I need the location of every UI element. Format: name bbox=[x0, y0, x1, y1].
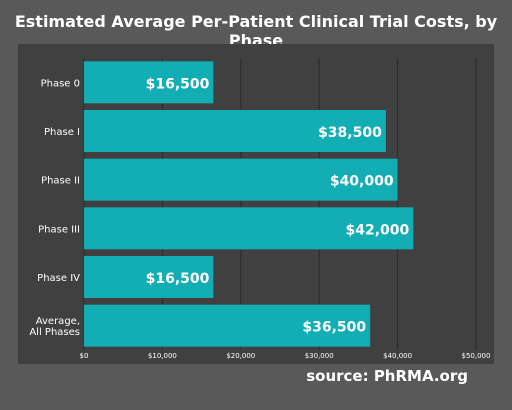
bar-4 bbox=[84, 207, 414, 250]
bar-value-label-4: $42,000 bbox=[346, 222, 410, 238]
x-tick-label-2: $20,000 bbox=[226, 352, 255, 360]
category-label-5: Phase IV bbox=[37, 273, 80, 284]
category-label-1: Phase 0 bbox=[41, 78, 80, 89]
x-tick-label-1: $10,000 bbox=[148, 352, 177, 360]
bar-1 bbox=[84, 61, 214, 104]
category-label-3: Phase II bbox=[41, 176, 80, 187]
bar-5 bbox=[84, 256, 214, 298]
x-tick-label-5: $50,000 bbox=[462, 352, 491, 360]
x-tick-label-3: $30,000 bbox=[305, 352, 334, 360]
x-tick-label-0: $0 bbox=[80, 352, 89, 360]
category-label-2: Phase I bbox=[44, 127, 80, 138]
category-label-6: Average, All Phases bbox=[29, 316, 80, 338]
bar-3 bbox=[84, 158, 398, 201]
bar-value-label-6: $36,500 bbox=[302, 320, 366, 336]
bar-6 bbox=[84, 304, 371, 347]
bar-value-label-1: $16,500 bbox=[146, 76, 210, 92]
bar-value-label-3: $40,000 bbox=[330, 174, 394, 190]
source-note: source: PhRMA.org bbox=[306, 367, 468, 385]
bar-value-label-2: $38,500 bbox=[318, 125, 382, 141]
x-tick-label-4: $40,000 bbox=[383, 352, 412, 360]
bar-2 bbox=[84, 110, 386, 152]
category-label-4: Phase III bbox=[38, 224, 80, 235]
bar-value-label-5: $16,500 bbox=[146, 271, 210, 287]
